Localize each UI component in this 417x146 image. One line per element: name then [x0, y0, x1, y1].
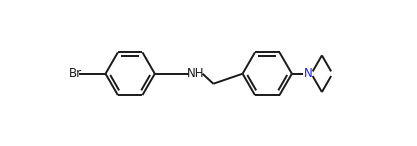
Text: NH: NH [187, 67, 204, 80]
Text: Br: Br [68, 67, 82, 80]
Text: N: N [304, 67, 312, 80]
